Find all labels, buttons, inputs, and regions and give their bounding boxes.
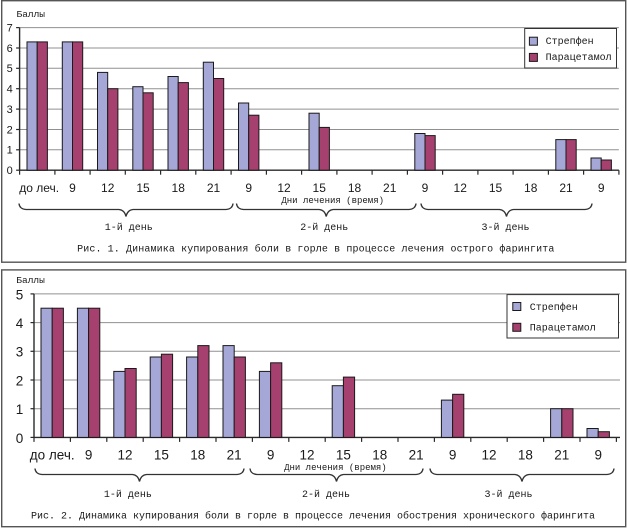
svg-text:7: 7 (7, 23, 13, 35)
svg-text:12: 12 (101, 181, 115, 195)
svg-text:до леч.: до леч. (19, 181, 59, 195)
svg-text:21: 21 (207, 181, 221, 195)
svg-text:6: 6 (7, 43, 13, 55)
svg-text:Баллы: Баллы (17, 9, 46, 20)
svg-text:18: 18 (172, 181, 186, 195)
svg-text:18: 18 (518, 448, 533, 463)
svg-text:12: 12 (299, 448, 314, 463)
svg-text:9: 9 (267, 448, 275, 463)
svg-text:18: 18 (348, 181, 362, 195)
svg-text:Стрепфен: Стрепфен (530, 301, 578, 314)
svg-text:12: 12 (481, 448, 496, 463)
svg-text:12: 12 (454, 181, 468, 195)
svg-text:21: 21 (227, 448, 242, 463)
svg-text:21: 21 (559, 181, 573, 195)
svg-text:18: 18 (524, 181, 538, 195)
svg-text:21: 21 (554, 448, 569, 463)
svg-text:2: 2 (7, 124, 13, 136)
svg-text:2: 2 (16, 373, 24, 388)
svg-text:до леч.: до леч. (30, 448, 75, 463)
svg-text:3: 3 (16, 345, 24, 360)
svg-text:Дни лечения (время): Дни лечения (время) (284, 463, 387, 473)
svg-text:0: 0 (16, 431, 24, 446)
svg-text:15: 15 (136, 181, 150, 195)
svg-text:5: 5 (7, 63, 13, 75)
svg-text:3-й день: 3-й день (481, 222, 529, 234)
svg-text:Рис. 1. Динамика купирования: Рис. 1. Динамика купирования боли в горл… (77, 243, 554, 256)
svg-text:9: 9 (594, 448, 602, 463)
svg-text:21: 21 (383, 181, 397, 195)
svg-text:9: 9 (69, 181, 76, 195)
svg-text:18: 18 (190, 448, 205, 463)
svg-text:9: 9 (245, 181, 252, 195)
svg-text:18: 18 (372, 448, 387, 463)
svg-text:3: 3 (7, 104, 13, 116)
svg-text:Парацетамол: Парацетамол (530, 324, 596, 335)
svg-text:2-й день: 2-й день (300, 222, 348, 234)
svg-text:1: 1 (7, 145, 13, 157)
svg-text:15: 15 (313, 181, 327, 195)
svg-text:Стрепфен: Стрепфен (546, 35, 594, 48)
svg-text:3-й день: 3-й день (484, 489, 532, 501)
svg-text:5: 5 (16, 287, 24, 302)
svg-text:Дни лечения (время): Дни лечения (время) (281, 196, 384, 206)
svg-text:15: 15 (336, 448, 351, 463)
svg-text:9: 9 (422, 181, 429, 195)
svg-text:2-й день: 2-й день (302, 489, 350, 501)
svg-text:15: 15 (154, 448, 169, 463)
svg-text:4: 4 (16, 316, 24, 331)
svg-text:21: 21 (409, 448, 424, 463)
svg-text:15: 15 (489, 181, 503, 195)
svg-text:9: 9 (449, 448, 457, 463)
svg-text:0: 0 (7, 165, 13, 177)
svg-text:Парацетамол: Парацетамол (546, 53, 612, 64)
svg-text:1-й день: 1-й день (104, 489, 152, 501)
svg-text:12: 12 (117, 448, 132, 463)
svg-text:Баллы: Баллы (16, 275, 45, 286)
svg-text:9: 9 (598, 181, 605, 195)
svg-text:1: 1 (16, 402, 24, 417)
svg-text:Рис. 2. Динамика купирования б: Рис. 2. Динамика купирования боли в горл… (31, 510, 595, 523)
svg-text:9: 9 (85, 448, 93, 463)
svg-text:4: 4 (7, 84, 13, 96)
svg-text:1-й день: 1-й день (105, 222, 153, 234)
svg-text:12: 12 (277, 181, 291, 195)
